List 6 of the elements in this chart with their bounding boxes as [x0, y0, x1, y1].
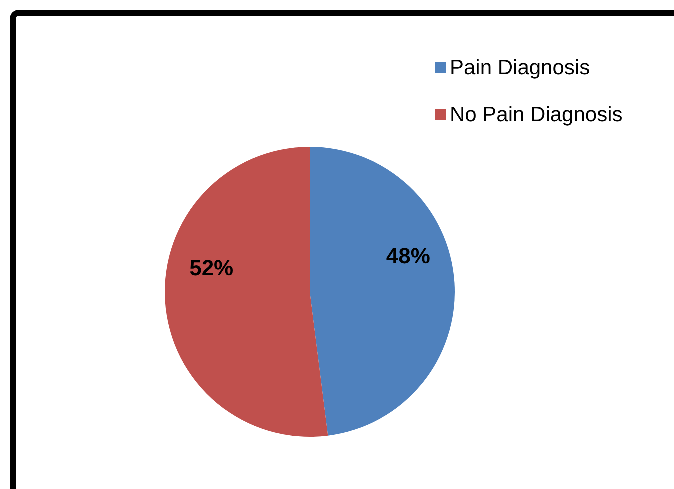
pie-slice: [165, 147, 328, 437]
data-label: 52%: [190, 256, 234, 281]
legend-label: Pain Diagnosis: [450, 56, 590, 80]
data-label: 48%: [386, 243, 430, 268]
pie-slice: [310, 147, 455, 436]
legend-label: No Pain Diagnosis: [450, 104, 623, 126]
